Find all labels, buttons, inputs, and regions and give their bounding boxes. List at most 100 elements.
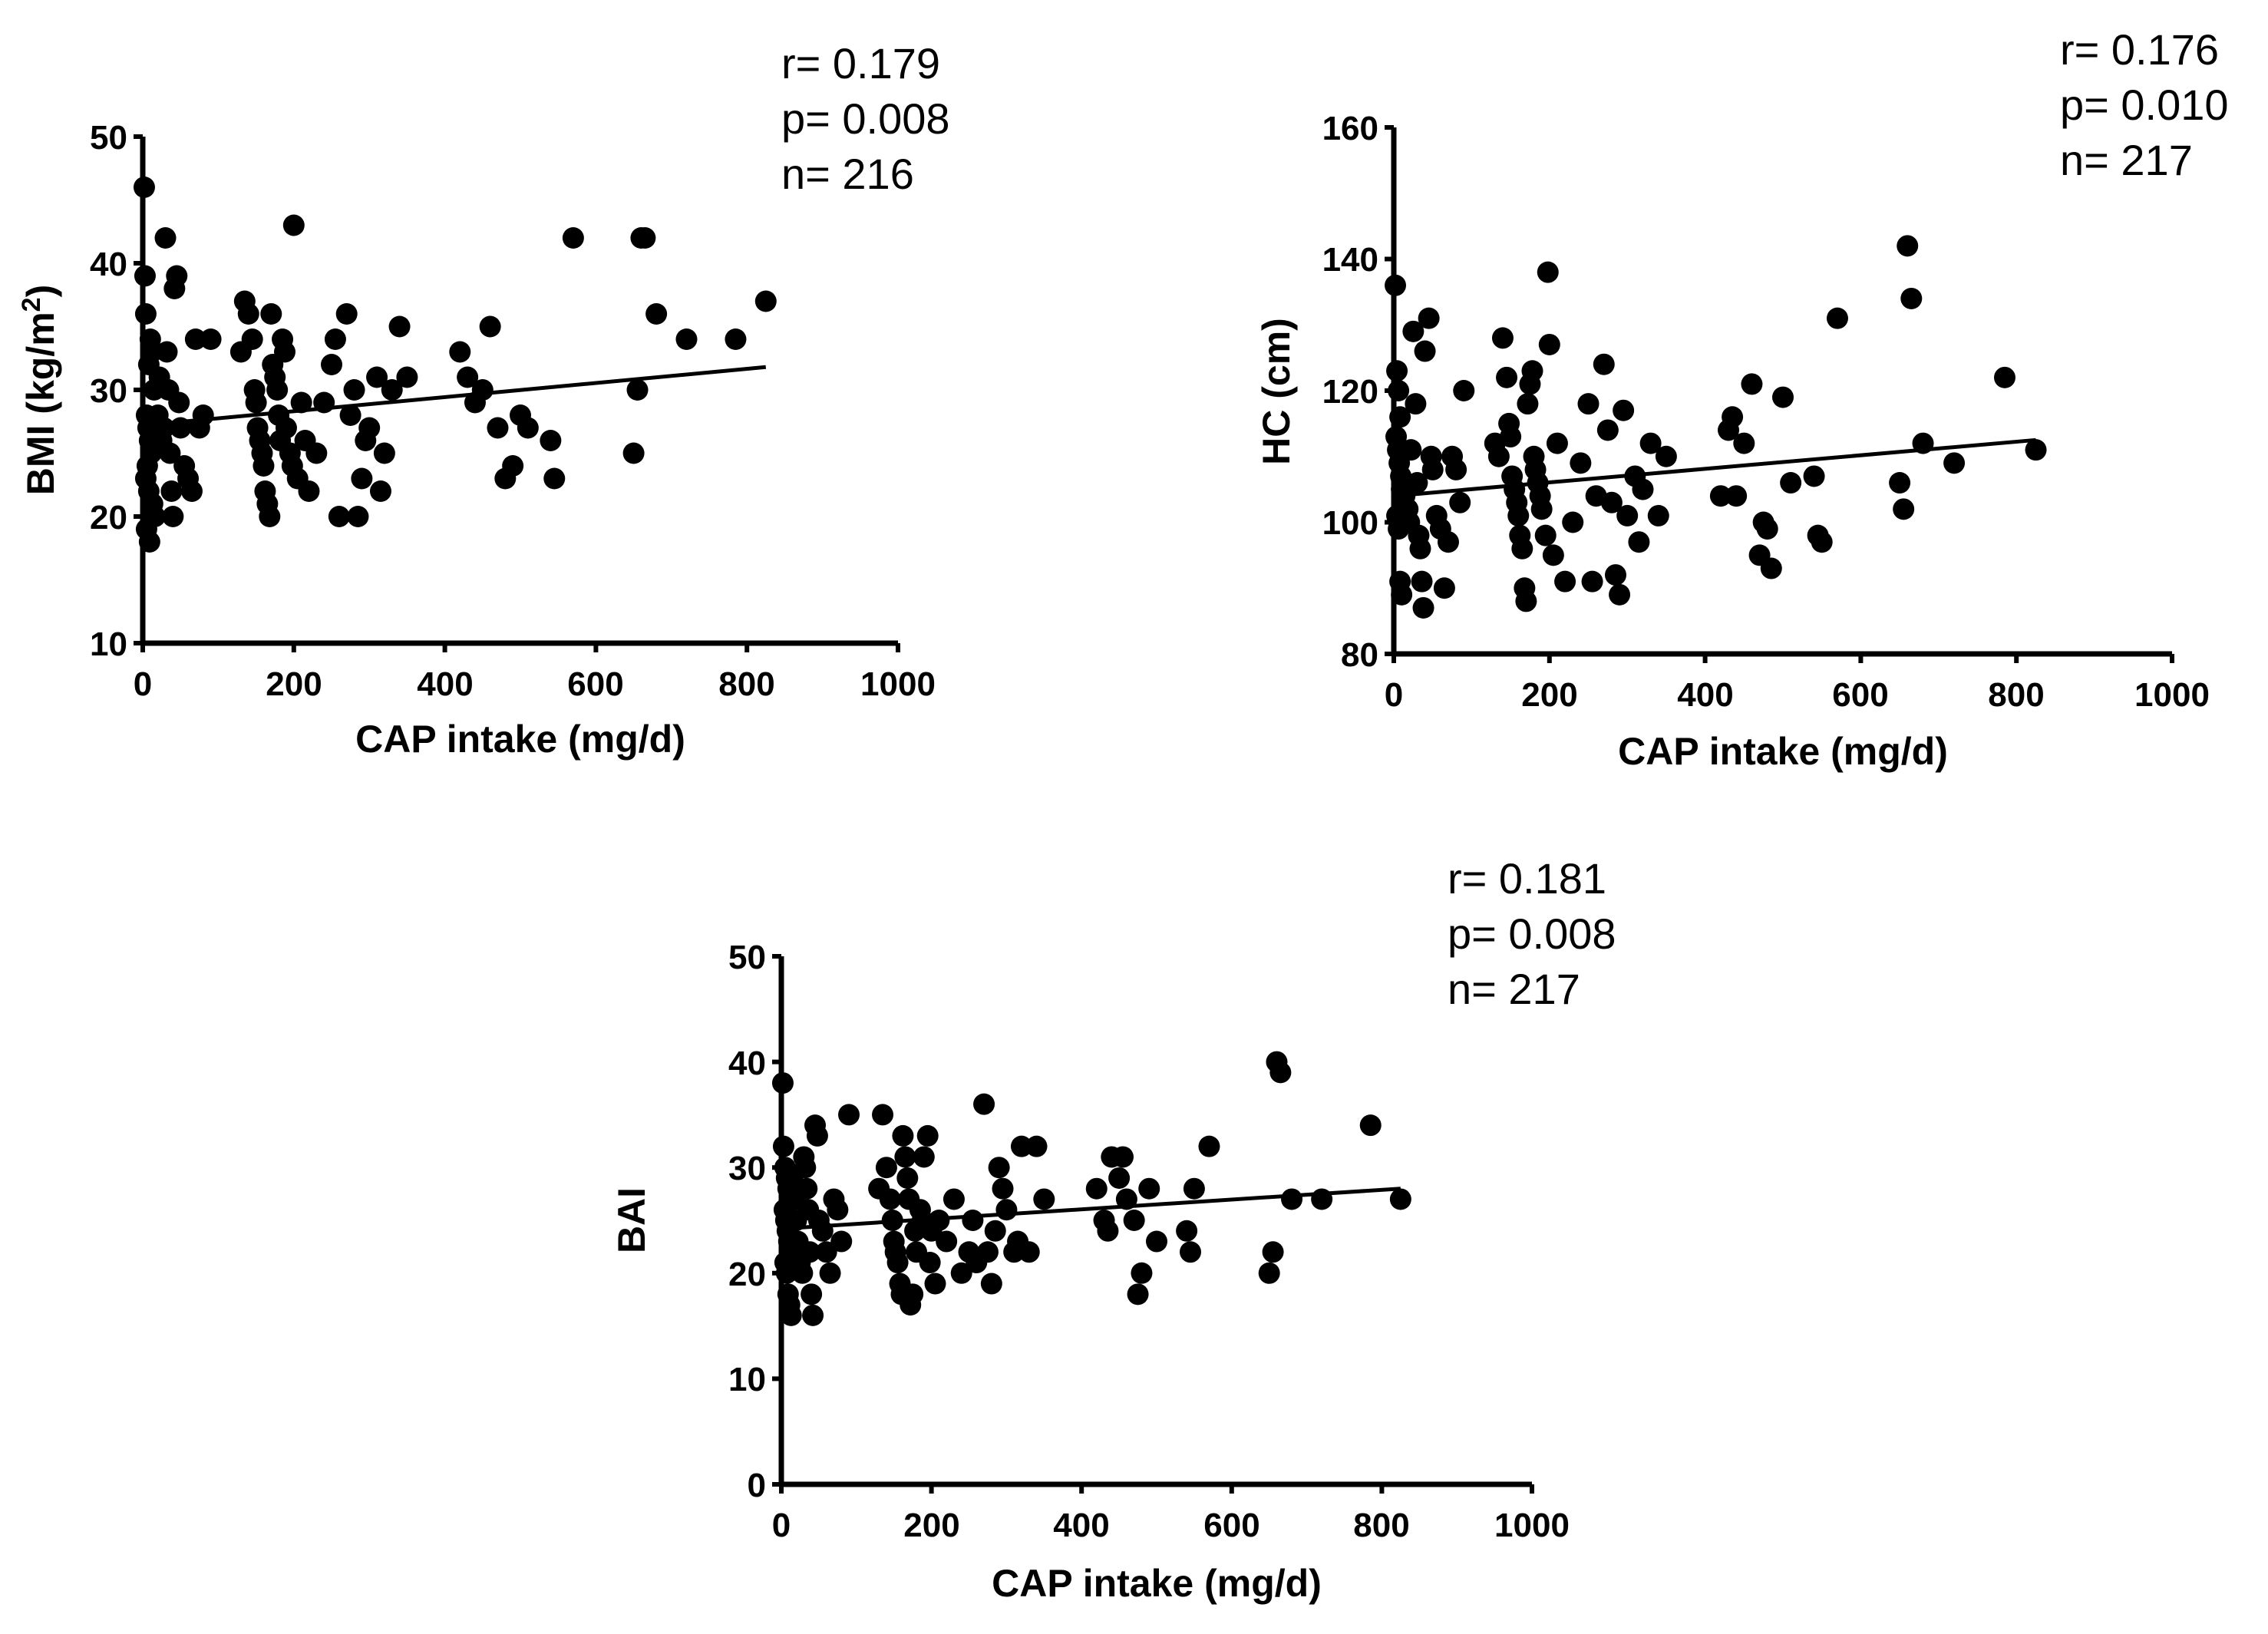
bmi-data-point	[241, 328, 263, 350]
bai-data-point	[980, 1273, 1002, 1295]
hc-data-point	[1517, 393, 1539, 415]
bai-data-point	[780, 1304, 802, 1326]
bmi-data-point	[351, 467, 373, 490]
hc-xtick-label: 800	[1988, 676, 2044, 714]
bmi-data-point	[237, 303, 259, 325]
hc-y-axis-label: HC (cm)	[1255, 318, 1298, 465]
bai-data-point	[1025, 1135, 1048, 1157]
bmi-data-point	[622, 442, 645, 464]
hc-data-point	[1628, 531, 1650, 553]
bmi-data-point	[266, 379, 289, 401]
bai-data-point	[943, 1188, 965, 1210]
bmi-xtick-label: 0	[134, 665, 152, 703]
hc-x-axis-label: CAP intake (mg/d)	[1618, 730, 1948, 773]
bmi-data-point	[282, 214, 305, 236]
bmi-data-point	[634, 227, 656, 249]
bmi-y-axis-label: BMI (kg/m2)	[17, 285, 62, 495]
bmi-data-point	[180, 480, 203, 502]
hc-xtick-label: 0	[1385, 676, 1403, 714]
bai-ytick-label: 50	[728, 939, 766, 976]
bmi-data-point	[381, 379, 403, 401]
hc-data-point	[1421, 458, 1444, 480]
bmi-n-value: n= 216	[781, 150, 914, 198]
bai-data-point	[919, 1252, 941, 1274]
bai-data-point	[875, 1157, 897, 1179]
bmi-xtick-label: 600	[567, 665, 623, 703]
bai-xtick-label: 0	[772, 1507, 791, 1544]
bai-data-point	[830, 1230, 853, 1253]
bmi-data-point	[259, 506, 281, 527]
hc-trend-line	[1393, 437, 2036, 498]
bai-data-point	[1146, 1230, 1167, 1253]
hc-data-point	[1722, 406, 1744, 428]
hc-data-point	[1600, 491, 1623, 513]
bai-data-point	[838, 1104, 860, 1126]
hc-data-point	[1521, 360, 1543, 382]
hc-data-point	[1445, 458, 1467, 480]
bmi-data-point	[335, 303, 358, 325]
hc-data-point	[1780, 472, 1802, 494]
bmi-data-point	[328, 506, 350, 527]
bmi-xtick-label: 400	[417, 665, 473, 703]
hc-data-point	[1596, 419, 1619, 441]
bmi-data-point	[487, 417, 509, 439]
bai-data-point	[1010, 1135, 1032, 1157]
bai-data-point	[902, 1283, 924, 1306]
bai-data-point	[1018, 1241, 1040, 1263]
bmi-data-point	[540, 430, 562, 451]
bmi-data-point	[298, 480, 320, 502]
bmi-data-point	[626, 379, 649, 401]
bai-data-point	[796, 1177, 818, 1200]
bai-data-point	[1127, 1283, 1149, 1306]
bmi-data-point	[166, 265, 188, 287]
bmi-data-point	[388, 315, 411, 338]
bai-data-point	[827, 1199, 849, 1221]
hc-panel: 160 140 120 100 80 0 200 400 600 800 100…	[1255, 25, 2229, 773]
bai-data-point	[936, 1230, 958, 1253]
bai-data-point	[962, 1210, 984, 1231]
hc-data-point	[1405, 393, 1427, 415]
bmi-data-point	[358, 417, 381, 439]
bai-data-point	[1180, 1241, 1202, 1263]
bai-data-point	[1262, 1241, 1284, 1263]
bai-data-point	[1097, 1220, 1119, 1242]
bai-ytick-label: 10	[728, 1361, 766, 1398]
bmi-data-point	[168, 391, 190, 414]
bmi-data-point	[273, 341, 295, 363]
bai-xtick-label: 1000	[1494, 1507, 1570, 1544]
bmi-ytick-label: 30	[90, 372, 127, 410]
hc-data-point	[1604, 564, 1626, 586]
hc-data-point	[1897, 235, 1919, 257]
bai-xtick-label: 800	[1353, 1507, 1409, 1544]
bmi-data-point	[275, 417, 297, 439]
bai-xtick-label: 200	[903, 1507, 959, 1544]
hc-data-point	[1655, 445, 1677, 467]
hc-data-point	[1889, 472, 1911, 494]
bai-x-axis-label: CAP intake (mg/d)	[992, 1562, 1322, 1605]
hc-p-value: p= 0.010	[2060, 81, 2229, 129]
bmi-data-point	[343, 379, 365, 401]
bmi-points	[133, 177, 777, 553]
bai-data-point	[886, 1252, 909, 1274]
hc-data-point	[1826, 307, 1848, 329]
bmi-data-point	[373, 442, 395, 464]
bmi-data-point	[260, 303, 282, 325]
bai-n-value: n= 217	[1448, 965, 1580, 1013]
hc-xtick-label: 600	[1832, 676, 1888, 714]
hc-data-point	[1639, 432, 1662, 454]
bmi-data-point	[725, 328, 747, 350]
bmi-data-point	[645, 303, 668, 325]
bai-data-point	[1389, 1188, 1411, 1210]
hc-data-point	[1530, 498, 1553, 520]
bai-data-point	[1123, 1210, 1145, 1231]
bmi-data-point	[502, 455, 524, 477]
hc-data-point	[1725, 485, 1748, 507]
bmi-data-point	[184, 328, 206, 350]
bmi-data-point	[144, 506, 166, 527]
bmi-data-point	[479, 315, 501, 338]
bai-data-point	[913, 1146, 935, 1168]
bai-data-point	[1183, 1177, 1205, 1200]
bmi-data-point	[162, 506, 184, 527]
bmi-data-point	[200, 328, 222, 350]
